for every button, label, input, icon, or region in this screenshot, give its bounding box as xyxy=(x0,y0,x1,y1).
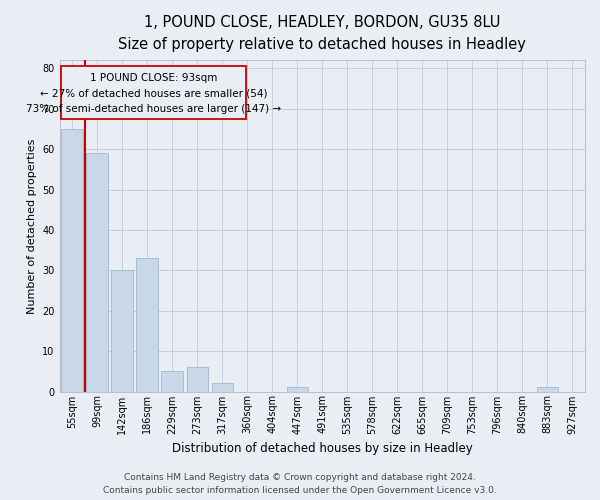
Bar xyxy=(537,388,558,392)
Y-axis label: Number of detached properties: Number of detached properties xyxy=(27,138,37,314)
Text: 73% of semi-detached houses are larger (147) →: 73% of semi-detached houses are larger (… xyxy=(26,104,281,114)
Text: ← 27% of detached houses are smaller (54): ← 27% of detached houses are smaller (54… xyxy=(40,88,267,99)
Bar xyxy=(187,368,208,392)
Bar xyxy=(287,388,308,392)
FancyBboxPatch shape xyxy=(61,66,246,119)
Bar xyxy=(61,129,83,392)
Text: Contains HM Land Registry data © Crown copyright and database right 2024.
Contai: Contains HM Land Registry data © Crown c… xyxy=(103,474,497,495)
Bar xyxy=(161,372,183,392)
Bar xyxy=(86,153,107,392)
Bar xyxy=(136,258,158,392)
Title: 1, POUND CLOSE, HEADLEY, BORDON, GU35 8LU
Size of property relative to detached : 1, POUND CLOSE, HEADLEY, BORDON, GU35 8L… xyxy=(118,15,526,52)
X-axis label: Distribution of detached houses by size in Headley: Distribution of detached houses by size … xyxy=(172,442,473,455)
Bar xyxy=(112,270,133,392)
Text: 1 POUND CLOSE: 93sqm: 1 POUND CLOSE: 93sqm xyxy=(89,74,217,84)
Bar xyxy=(212,384,233,392)
